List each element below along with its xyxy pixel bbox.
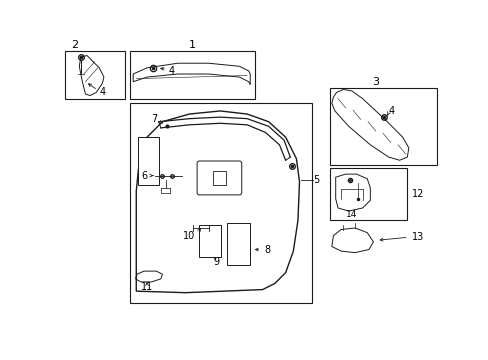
Bar [138,137,159,185]
Text: 13: 13 [411,232,423,242]
Bar [213,171,225,185]
Text: 4: 4 [99,87,105,97]
Text: 8: 8 [264,244,270,255]
Text: 9: 9 [213,257,219,267]
Bar [329,168,407,220]
Text: 7: 7 [151,114,158,123]
Text: 10: 10 [182,231,194,241]
Text: 6: 6 [141,171,147,181]
Bar [329,88,436,165]
Text: 4: 4 [168,66,174,76]
Bar [65,51,125,99]
Bar [199,225,221,257]
Text: 1: 1 [188,40,196,50]
FancyBboxPatch shape [197,161,241,195]
Bar [130,103,311,303]
Text: 11: 11 [141,282,153,292]
Text: 3: 3 [371,77,379,87]
Bar [130,51,254,99]
Text: 2: 2 [71,40,78,50]
Text: 12: 12 [411,189,424,199]
Text: 5: 5 [313,175,319,185]
Text: 14: 14 [346,210,357,219]
Text: 4: 4 [388,106,394,116]
Bar [226,223,250,265]
